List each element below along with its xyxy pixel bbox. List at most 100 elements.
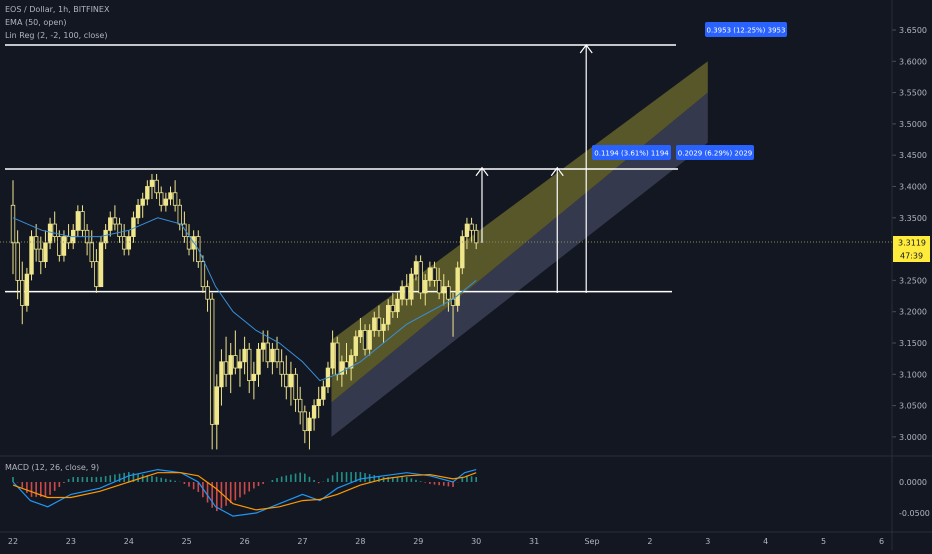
- candle-body: [24, 273, 30, 306]
- candle-body: [353, 336, 358, 356]
- candle-body: [390, 305, 396, 313]
- candle-body: [274, 348, 280, 363]
- candle-body: [464, 223, 470, 237]
- measure-label-3[interactable]: 0.3953 (12.25%) 3953: [705, 22, 787, 37]
- candle-body: [427, 267, 433, 281]
- measure-arrows: [475, 44, 593, 293]
- horizontal-levels: [5, 44, 678, 293]
- candle-body: [159, 192, 164, 206]
- channel-lower-band: [331, 92, 708, 437]
- macd-tick-label: -0.0500: [899, 509, 930, 518]
- candle-body: [182, 223, 187, 237]
- time-tick-label: 2: [647, 537, 652, 546]
- candle-body: [237, 361, 243, 369]
- symbol-legend: EOS / Dollar, 1h, BITFINEX: [5, 5, 110, 14]
- macd-pane: [12, 468, 478, 517]
- price-tick-label: 3.1500: [899, 339, 927, 348]
- candle-body: [80, 211, 85, 231]
- countdown-tag: 47:39: [893, 249, 930, 262]
- candle-body: [362, 330, 368, 350]
- macd-legend: MACD (12, 26, close, 9): [5, 463, 99, 472]
- candle-body: [279, 361, 284, 375]
- candle-body: [335, 342, 340, 375]
- candle-body: [103, 229, 108, 244]
- candle-body: [376, 317, 382, 331]
- candle-body: [348, 355, 354, 369]
- price-tick-label: 3.1000: [899, 370, 927, 379]
- time-tick-label: 30: [471, 537, 481, 546]
- candle-body: [247, 348, 252, 381]
- last-price-tag-text: 3.3119: [898, 239, 926, 248]
- time-tick-label: 6: [879, 537, 884, 546]
- candle-body: [321, 386, 326, 400]
- candle-body: [446, 286, 451, 300]
- candle-body: [47, 223, 53, 244]
- candle-body: [385, 305, 391, 325]
- candle-body: [117, 223, 122, 237]
- candle-body: [265, 342, 270, 363]
- candle-body: [404, 286, 409, 300]
- linreg-legend: Lin Reg (2, -2, 100, close): [5, 31, 107, 40]
- candle-body: [108, 217, 113, 231]
- candle-body: [270, 348, 275, 363]
- candle-body: [288, 373, 294, 388]
- candle-body: [15, 242, 20, 281]
- candle-body: [57, 236, 62, 256]
- countdown-tag-bg: [893, 249, 930, 262]
- candle-body: [94, 261, 99, 288]
- candle-body: [260, 342, 266, 350]
- candle-body: [52, 223, 57, 237]
- candle-body: [372, 317, 377, 331]
- candle-body: [460, 236, 465, 269]
- price-tick-label: 3.4500: [899, 151, 927, 160]
- candle-body: [311, 405, 317, 419]
- price-tick-label: 3.5000: [899, 120, 927, 129]
- price-tick-label: 3.3500: [899, 214, 927, 223]
- candle-body: [131, 217, 136, 237]
- candle-body: [154, 179, 159, 194]
- ema-line: [12, 217, 477, 382]
- candle-body: [413, 261, 419, 275]
- time-tick-label: 4: [763, 537, 768, 546]
- candle-body: [381, 323, 386, 331]
- candle-body: [145, 186, 150, 200]
- candle-body: [339, 361, 345, 375]
- price-tick-label: 3.4000: [899, 183, 927, 192]
- time-tick-label: 3: [705, 537, 710, 546]
- candle-body: [186, 236, 192, 250]
- time-tick-label: 22: [8, 537, 18, 546]
- last-price-tag: 3.3119: [893, 236, 930, 249]
- candle-body: [256, 348, 261, 375]
- measure-label-2[interactable]: 0.2029 (6.29%) 2029: [676, 145, 754, 160]
- time-tick-label: 24: [124, 537, 134, 546]
- candle-body: [29, 236, 34, 275]
- candle-body: [228, 355, 233, 375]
- candle-body: [436, 279, 442, 294]
- price-tick-label: 3.0000: [899, 433, 927, 442]
- measure-arrow-head-0: [475, 166, 489, 177]
- candle-body: [455, 267, 460, 306]
- time-axis: 22 23 24 25 26 27 28 29 30 31 Sep 2 3 4 5 6: [8, 537, 884, 546]
- candle-body: [10, 204, 16, 244]
- candle-body: [399, 286, 405, 300]
- last-price-tag-bg: [893, 236, 930, 249]
- macd-signal-line: [12, 472, 477, 511]
- candle-body: [214, 386, 220, 425]
- measure-label-1-bg: [592, 145, 671, 160]
- ema-line-group: [12, 217, 477, 382]
- measure-label-1-text: 0.1194 (3.61%) 1194: [594, 150, 669, 158]
- candle-body: [140, 198, 145, 206]
- price-tick-label: 3.2000: [899, 308, 927, 317]
- candle-body: [418, 261, 423, 294]
- candle-body: [284, 373, 289, 388]
- measure-label-3-text: 0.3953 (12.25%) 3953: [707, 27, 786, 35]
- time-tick-label: 25: [182, 537, 192, 546]
- price-tick-label: 3.5500: [899, 89, 927, 98]
- candle-body: [473, 229, 479, 244]
- candle-body: [172, 192, 178, 206]
- candles: [10, 173, 479, 450]
- time-tick-label: 27: [297, 537, 307, 546]
- measure-label-1[interactable]: 0.1194 (3.61%) 1194: [592, 145, 671, 160]
- candle-body: [200, 261, 206, 288]
